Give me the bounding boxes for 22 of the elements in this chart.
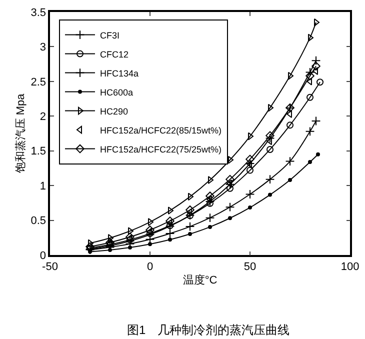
x-axis-title: 温度°C bbox=[182, 274, 218, 287]
legend-label: HFC134a bbox=[100, 68, 139, 78]
y-axis-title: 饱和蒸汽压 Mpa bbox=[14, 92, 27, 174]
y-tick-label: 2.5 bbox=[30, 76, 46, 88]
x-tick-label: 50 bbox=[244, 260, 256, 273]
x-tick-label: 100 bbox=[340, 260, 360, 273]
caption: 图1 几种制冷剂的蒸汽压曲线 bbox=[127, 323, 290, 337]
legend-label: HFC152a/HCFC22(85/15wt%) bbox=[100, 125, 222, 136]
y-tick-label: 1 bbox=[40, 180, 46, 192]
y-tick-label: 0 bbox=[40, 250, 46, 262]
y-tick-label: 1.5 bbox=[30, 146, 46, 158]
legend-label: CF3I bbox=[100, 30, 120, 40]
y-tick-label: 0.5 bbox=[30, 215, 46, 228]
y-tick-label: 2 bbox=[40, 110, 46, 123]
y-tick-label: 3.5 bbox=[30, 6, 46, 19]
legend-label: HC290 bbox=[100, 106, 128, 116]
legend-label: HC600a bbox=[100, 87, 134, 98]
legend-label: HFC152a/HCFC22(75/25wt%) bbox=[100, 144, 222, 154]
x-tick-label: 0 bbox=[146, 260, 154, 273]
legend-label: CFC12 bbox=[100, 49, 129, 60]
y-tick-label: 3 bbox=[40, 42, 46, 54]
x-tick-label: -50 bbox=[42, 260, 58, 273]
